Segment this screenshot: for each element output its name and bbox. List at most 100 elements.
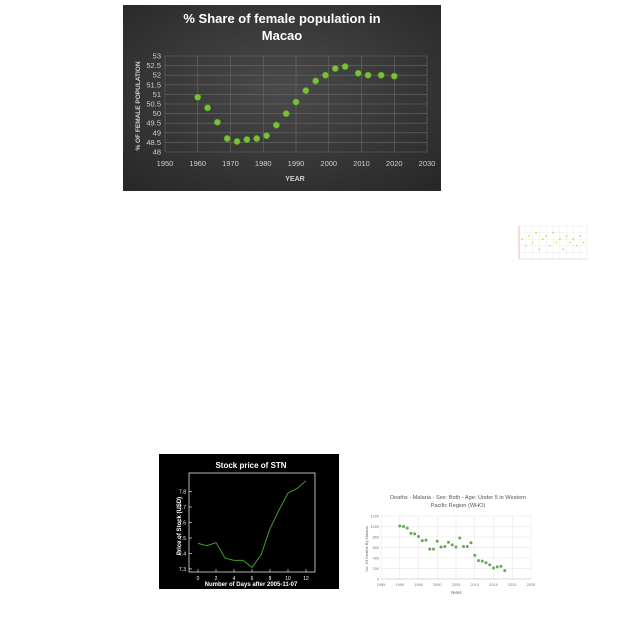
macao-data-point (292, 98, 300, 106)
malaria-data-point (484, 561, 488, 565)
thumbnail-data-point (552, 231, 554, 234)
stn-y-tick-label: 7.6 (179, 521, 186, 527)
stn-x-tick-label: 10 (285, 576, 291, 582)
thumbnail-data-point (562, 248, 565, 250)
macao-y-tick-label: 50 (153, 109, 161, 118)
macao-data-point (341, 63, 349, 71)
malaria-data-point (469, 541, 473, 545)
macao-y-tick-label: 52 (153, 71, 161, 80)
macao-x-tick-label: 1990 (288, 159, 305, 168)
macao-y-tick-label: 50.5 (146, 100, 161, 109)
stn-y-tick-label: 7.3 (179, 567, 186, 573)
malaria-data-point (432, 547, 435, 551)
malaria-y-tick-label: 600 (373, 546, 379, 550)
macao-data-point (282, 110, 290, 118)
malaria-data-point (398, 524, 402, 528)
thumbnail-data-point (572, 238, 575, 241)
macao-data-point (312, 77, 320, 85)
stn-x-tick-label: 6 (251, 576, 254, 582)
macao-data-point (223, 135, 231, 143)
macao-y-tick-label: 49 (153, 128, 161, 137)
malaria-y-axis-label: No. Of Deaths By Malaria (364, 526, 369, 572)
malaria-x-tick-label: 2025 (527, 583, 535, 587)
macao-data-point (321, 71, 329, 79)
thumbnail-data-point (535, 231, 537, 234)
macao-data-point (243, 136, 251, 144)
stn-y-tick-label: 7.4 (179, 551, 186, 557)
malaria-data-point (447, 540, 450, 544)
thumbnail-data-point (524, 244, 527, 247)
macao-data-point (390, 72, 398, 80)
macao-y-tick-label: 53 (153, 52, 161, 61)
stn-y-tick-label: 7.7 (179, 505, 186, 511)
stn-price-line (197, 480, 307, 569)
stn-y-axis-label: Price of Stock (USD) (177, 497, 183, 555)
macao-y-tick-label: 51 (153, 90, 161, 99)
stn-y-tick-label: 7.8 (179, 490, 186, 496)
malaria-x-tick-label: 1990 (396, 583, 404, 587)
malaria-x-tick-label: 2000 (433, 583, 441, 587)
malaria-y-tick-label: 1000 (371, 525, 379, 529)
macao-data-point (302, 87, 310, 95)
chart-female-population-macao: % Share of female population in Macao YE… (123, 5, 441, 191)
chart-thumbnail-scatter (509, 219, 590, 267)
macao-data-point (272, 121, 280, 129)
thumbnail-data-point (545, 235, 548, 237)
malaria-data-point (480, 559, 484, 563)
stn-x-tick-label: 8 (269, 576, 272, 582)
macao-y-tick-label: 48.5 (146, 138, 161, 147)
malaria-chart-title-line2: Pacific Region (WHO) (431, 503, 486, 509)
malaria-y-tick-label: 0 (377, 578, 379, 582)
malaria-y-tick-label: 1200 (371, 515, 379, 519)
malaria-data-point (450, 543, 454, 547)
malaria-x-tick-label: 2005 (452, 583, 460, 587)
stn-x-tick-label: 12 (303, 576, 309, 582)
macao-data-point (331, 64, 339, 72)
malaria-x-tick-label: 2020 (508, 583, 516, 587)
macao-y-tick-label: 52.5 (146, 61, 161, 70)
malaria-data-point (402, 525, 405, 528)
thumbnail-data-point (531, 241, 534, 244)
macao-chart-background (123, 5, 441, 191)
stn-x-tick-label: 0 (197, 576, 200, 582)
macao-y-axis-label: % OF FEMALE POPULATION (135, 61, 142, 150)
malaria-data-point (435, 539, 439, 543)
macao-data-point (354, 69, 362, 77)
thumbnail-data-point (521, 238, 524, 241)
macao-x-tick-label: 1950 (157, 159, 174, 168)
macao-data-point (194, 93, 202, 101)
malaria-x-axis-label: Years (450, 590, 462, 595)
macao-y-tick-label: 49.5 (146, 119, 161, 128)
malaria-data-point (424, 538, 428, 542)
thumbnail-data-point (579, 235, 582, 237)
malaria-data-point (465, 544, 469, 548)
malaria-data-point (492, 566, 495, 570)
stn-y-tick-label: 7.5 (179, 536, 186, 542)
malaria-x-tick-label: 2010 (471, 583, 479, 587)
thumbnail-data-point (582, 241, 585, 244)
macao-chart-title-line1: % Share of female population in (183, 11, 380, 26)
thumbnail-data-point (548, 244, 551, 247)
malaria-data-point (462, 544, 465, 548)
macao-data-point (204, 104, 212, 112)
stn-chart-background (159, 454, 339, 589)
malaria-data-point (409, 531, 413, 535)
macao-x-tick-label: 2030 (419, 159, 436, 168)
malaria-data-point (405, 526, 409, 530)
malaria-data-point (495, 565, 499, 569)
thumbnail-data-point (569, 241, 571, 244)
macao-x-tick-label: 1970 (222, 159, 239, 168)
macao-x-axis-label: YEAR (285, 176, 304, 183)
macao-x-tick-label: 2010 (353, 159, 370, 168)
macao-x-tick-label: 2020 (386, 159, 403, 168)
macao-chart-svg: % Share of female population in Macao YE… (123, 5, 441, 191)
macao-x-tick-label: 1960 (189, 159, 206, 168)
malaria-data-point (428, 547, 432, 551)
stn-x-tick-label: 4 (233, 576, 236, 582)
malaria-y-tick-label: 400 (373, 557, 379, 561)
macao-data-point (213, 118, 221, 126)
thumbnail-data-point (555, 241, 558, 244)
chart-stock-price-stn: Stock price of STN Number of Days after … (159, 454, 339, 589)
malaria-y-tick-label: 200 (373, 567, 379, 571)
malaria-data-point (488, 563, 492, 567)
